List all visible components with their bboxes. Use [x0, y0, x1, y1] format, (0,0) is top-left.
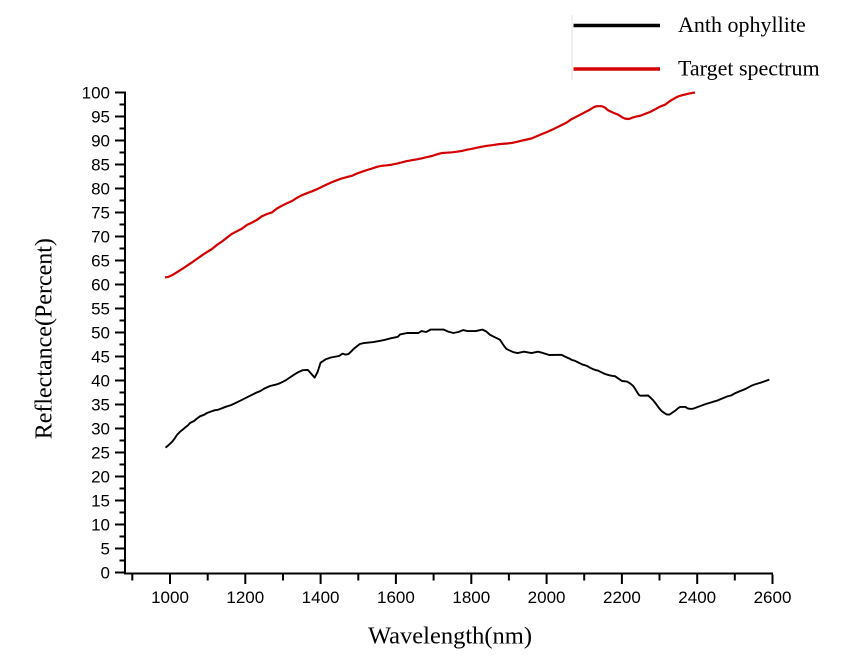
svg-text:2000: 2000 — [528, 588, 566, 607]
svg-text:70: 70 — [91, 227, 110, 246]
svg-text:15: 15 — [91, 491, 110, 510]
svg-text:1200: 1200 — [226, 588, 264, 607]
svg-text:0: 0 — [101, 563, 110, 582]
svg-text:2400: 2400 — [678, 588, 716, 607]
svg-text:Anth ophyllite: Anth ophyllite — [678, 12, 806, 37]
svg-text:40: 40 — [91, 371, 110, 390]
svg-text:60: 60 — [91, 275, 110, 294]
svg-text:55: 55 — [91, 299, 110, 318]
svg-text:5: 5 — [101, 539, 110, 558]
svg-text:1800: 1800 — [452, 588, 490, 607]
svg-text:Wavelength(nm): Wavelength(nm) — [368, 623, 532, 650]
svg-text:80: 80 — [91, 179, 110, 198]
svg-text:75: 75 — [91, 203, 110, 222]
svg-text:45: 45 — [91, 347, 110, 366]
svg-text:20: 20 — [91, 467, 110, 486]
svg-text:10: 10 — [91, 515, 110, 534]
svg-text:2600: 2600 — [754, 588, 792, 607]
svg-text:95: 95 — [91, 107, 110, 126]
svg-text:65: 65 — [91, 251, 110, 270]
svg-text:90: 90 — [91, 131, 110, 150]
svg-text:25: 25 — [91, 443, 110, 462]
svg-text:2200: 2200 — [603, 588, 641, 607]
svg-text:35: 35 — [91, 395, 110, 414]
svg-text:85: 85 — [91, 155, 110, 174]
svg-text:1400: 1400 — [302, 588, 340, 607]
svg-text:50: 50 — [91, 323, 110, 342]
svg-text:Target spectrum: Target spectrum — [678, 56, 820, 81]
svg-text:1600: 1600 — [377, 588, 415, 607]
svg-text:Reflectance(Percent): Reflectance(Percent) — [32, 238, 58, 439]
svg-text:30: 30 — [91, 419, 110, 438]
svg-text:100: 100 — [82, 83, 110, 102]
svg-text:1000: 1000 — [151, 588, 189, 607]
